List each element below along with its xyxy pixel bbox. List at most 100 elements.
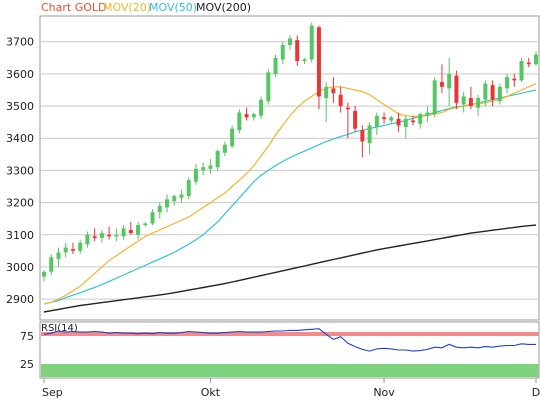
candle-body — [273, 57, 278, 74]
candle-body — [497, 86, 502, 102]
candle-body — [266, 72, 271, 102]
legend-mov200: MOV(200) — [196, 1, 251, 14]
rsi-series — [43, 328, 536, 352]
candle-body — [483, 83, 488, 100]
candle-body — [374, 115, 379, 127]
candle-body — [150, 212, 155, 224]
legend-chart-gold: Chart GOLD — [41, 1, 107, 14]
candle-body — [316, 27, 321, 97]
rsi-y-tick-label: 75 — [20, 330, 34, 343]
candle-body — [179, 194, 184, 198]
candle-body — [107, 234, 112, 237]
candle-body — [259, 99, 264, 116]
candle-body — [288, 38, 292, 45]
price-y-ticks: 2900 3000 3100 3200 3300 3400 3500 3600 3700 — [6, 36, 34, 306]
mov20-series — [43, 83, 537, 305]
mov50-line — [43, 89, 537, 305]
candle-body — [121, 228, 126, 237]
candle-body — [353, 110, 358, 129]
candle-body — [99, 233, 104, 238]
price-panel-frame — [39, 15, 540, 321]
candle-body — [360, 130, 365, 142]
candle-body — [309, 25, 314, 60]
rsi-panel: 25 75 RSI(14) — [20, 321, 540, 379]
candle-body — [447, 73, 452, 89]
candle-body — [237, 112, 242, 131]
candle-body — [519, 61, 524, 81]
candle-body — [56, 252, 61, 259]
candle-body — [208, 165, 213, 169]
rsi-overbought-band — [41, 332, 539, 336]
y-tick-label: 3200 — [6, 197, 34, 210]
candle-body — [367, 125, 372, 144]
candle-body — [403, 118, 408, 127]
candle-body — [302, 59, 307, 62]
y-tick-label: 3700 — [6, 36, 34, 49]
candle-body — [295, 40, 300, 62]
candle-body — [85, 234, 90, 245]
candle-body — [411, 120, 415, 123]
candle-body — [534, 54, 538, 65]
candle-body — [92, 236, 97, 238]
legend-mov20: MOV(20) — [103, 1, 151, 14]
x-tick-label: D — [532, 386, 540, 399]
candle-body — [345, 107, 350, 110]
y-tick-label: 3600 — [6, 68, 34, 81]
x-tick-label: Okt — [201, 386, 221, 399]
candle-body — [114, 234, 119, 237]
candle-body — [143, 223, 148, 226]
candle-body — [128, 229, 133, 234]
y-tick-label: 3500 — [6, 100, 34, 113]
candle-body — [222, 144, 227, 153]
y-tick-label: 3400 — [6, 132, 34, 145]
candle-body — [338, 94, 343, 107]
candle-body — [324, 86, 329, 99]
mov20-line — [43, 83, 537, 305]
x-tick-label: Sep — [42, 386, 63, 399]
candle-body — [454, 75, 459, 103]
candle-body — [512, 78, 517, 81]
candle-body — [331, 88, 336, 94]
legend: Chart GOLD MOV(20) MOV(50) MOV(200) — [41, 1, 251, 14]
x-axis: Sep Okt Nov D — [40, 377, 540, 399]
candle-body — [215, 151, 220, 168]
candle-body — [439, 81, 444, 87]
candles — [42, 22, 538, 282]
y-tick-label: 3300 — [6, 164, 34, 177]
candle-body — [42, 271, 46, 277]
y-tick-label: 2900 — [6, 293, 34, 306]
candle-body — [468, 98, 473, 107]
candle-body — [193, 168, 198, 182]
rsi-line — [43, 328, 536, 352]
candle-body — [280, 44, 285, 60]
candle-body — [418, 114, 423, 124]
y-tick-label: 3000 — [6, 261, 34, 274]
mov200-line — [43, 224, 537, 313]
candle-body — [136, 225, 141, 235]
candle-body — [396, 118, 401, 126]
rsi-y-tick-label: 25 — [20, 358, 34, 371]
candle-body — [230, 128, 235, 147]
candle-body — [165, 199, 169, 208]
candle-body — [172, 196, 177, 201]
rsi-label: RSI(14) — [41, 323, 78, 334]
candle-body — [244, 114, 249, 118]
rsi-y-ticks: 25 75 — [20, 330, 34, 371]
candle-body — [425, 112, 430, 116]
mov50-series — [43, 89, 537, 305]
candle-body — [382, 117, 387, 119]
candle-body — [70, 249, 75, 251]
candle-body — [201, 167, 206, 171]
y-tick-label: 3100 — [6, 229, 34, 242]
legend-mov50: MOV(50) — [149, 1, 197, 14]
candle-body — [186, 180, 191, 197]
candle-body — [389, 117, 394, 121]
candle-body — [490, 85, 495, 100]
candle-body — [476, 98, 481, 108]
price-panel: 2900 3000 3100 3200 3300 3400 3500 3600 3700 — [6, 15, 540, 321]
candle-body — [63, 247, 68, 253]
candle-body — [78, 242, 83, 251]
candle-body — [461, 96, 466, 105]
candle-body — [251, 114, 256, 118]
